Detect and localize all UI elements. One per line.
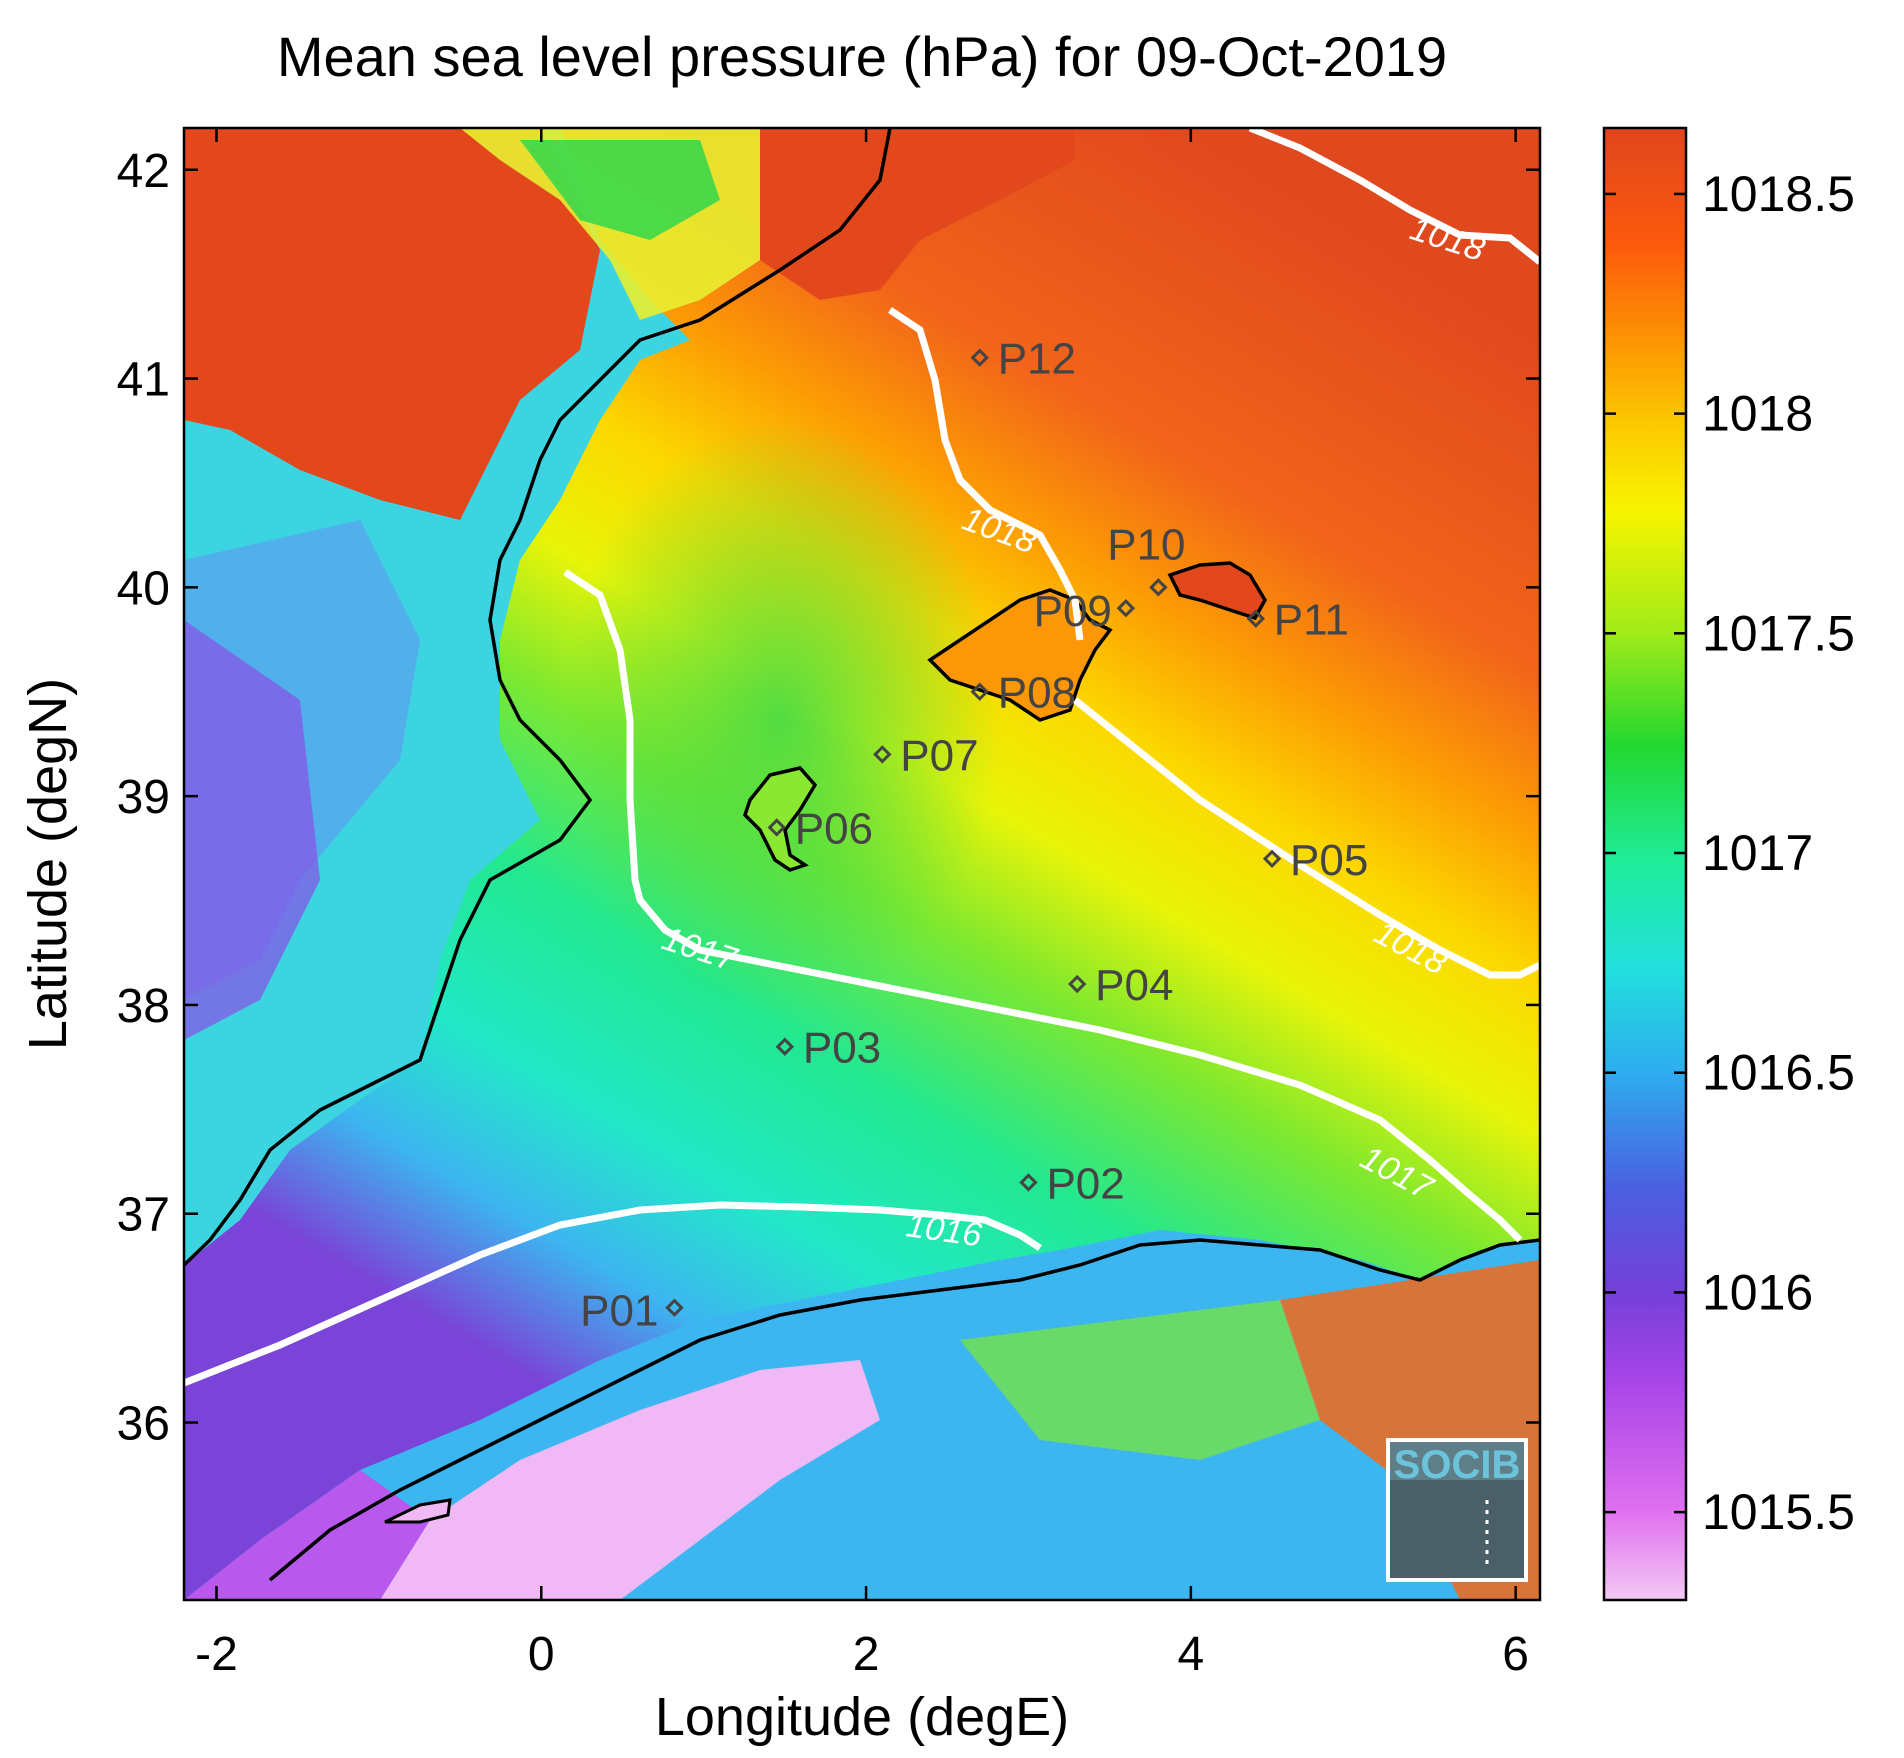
menorca-island [1167, 561, 1268, 621]
station-marker-p04 [1067, 974, 1087, 994]
contour-1018-east [1072, 697, 1540, 979]
y-tick-label: 39 [117, 771, 170, 824]
y-tick-label: 42 [117, 145, 170, 198]
france-land [760, 128, 1075, 300]
iberia-land-north [184, 128, 600, 520]
x-tick-label: 4 [1177, 1628, 1204, 1681]
x-axis-ticks: -2 0 2 4 6 [195, 128, 1529, 1681]
station-markers: P01 P02 P03 P04 P05 P06 P07 P08 P09 P10 P11 P12 [580, 335, 1368, 1336]
y-tick-label: 40 [117, 562, 170, 615]
station-label-p05: P05 [1290, 836, 1368, 885]
station-marker-p09 [1116, 599, 1136, 618]
y-tick-label: 36 [117, 1398, 170, 1451]
y-tick-label: 37 [117, 1189, 170, 1242]
x-tick-label: -2 [195, 1628, 238, 1681]
station-marker-p06 [767, 818, 786, 837]
iberia-coastline [184, 128, 892, 1267]
y-tick-label: 38 [117, 980, 170, 1033]
station-marker-p07 [873, 745, 892, 764]
x-tick-label: 6 [1502, 1628, 1529, 1681]
station-marker-p10 [1149, 578, 1168, 597]
colorbar-tick-label: 1018 [1702, 386, 1813, 442]
colorbar-tick-label: 1018.5 [1702, 166, 1855, 222]
north-africa-central [960, 1300, 1320, 1460]
station-marker-p05 [1262, 849, 1282, 868]
iberia-land-southwest [184, 620, 320, 1040]
green-pressure-band [560, 420, 1000, 1020]
y-axis-label: Latitude (degN) [18, 678, 78, 1050]
y-tick-label: 41 [117, 354, 170, 407]
y-axis-ticks: 36 37 38 39 40 41 42 [117, 145, 1540, 1451]
station-label-p06: P06 [795, 804, 873, 853]
station-label-p02: P02 [1046, 1159, 1124, 1208]
station-label-p12: P12 [998, 335, 1076, 384]
colorbar-gradient [1602, 126, 1688, 1602]
station-marker-p11 [1246, 609, 1266, 628]
station-marker-p08 [970, 682, 989, 701]
colorbar: 1015.5 1016 1016.5 1017 1017.5 1018 1018.5 [1602, 126, 1855, 1602]
alboran-island [384, 1498, 452, 1524]
socib-logo: SOCIB [1386, 1438, 1528, 1582]
station-label-p04: P04 [1095, 961, 1173, 1010]
colorbar-tick-label: 1015.5 [1702, 1484, 1855, 1540]
colorbar-tick-label: 1016.5 [1702, 1045, 1855, 1101]
contour-1017 [563, 569, 1523, 1243]
colorbar-ticks: 1015.5 1016 1016.5 1017 1017.5 1018 1018.5 [1604, 166, 1855, 1540]
africa-coastline [268, 1238, 1540, 1582]
pyrenees-green [520, 140, 720, 240]
north-africa-west [184, 1470, 430, 1600]
station-label-p07: P07 [900, 731, 978, 780]
colorbar-tick-label: 1016 [1702, 1264, 1813, 1320]
x-tick-label: 2 [853, 1628, 880, 1681]
north-africa-highlands [380, 1360, 880, 1600]
contour-1018-north [888, 307, 1084, 641]
colorbar-tick-label: 1017 [1702, 825, 1813, 881]
colorbar-tick-label: 1017.5 [1702, 605, 1855, 661]
station-label-p08: P08 [998, 669, 1076, 718]
map-plot-area: 1016 1017 1017 1018 1018 1018 P01P02P03P… [184, 128, 1540, 1600]
plot-border [182, 126, 1542, 1602]
station-marker-p01 [665, 1298, 684, 1317]
station-label-p11: P11 [1274, 596, 1349, 645]
station-marker-p02 [1019, 1173, 1038, 1192]
station-marker-p12 [970, 348, 989, 367]
station-label-p03: P03 [803, 1024, 881, 1073]
x-axis-label: Longitude (degE) [655, 1687, 1069, 1747]
figure-title: Mean sea level pressure (hPa) for 09-Oct… [277, 25, 1447, 88]
station-label-p09: P09 [1034, 587, 1112, 636]
station-label-p10: P10 [1107, 520, 1185, 569]
station-label-p01: P01 [580, 1287, 658, 1336]
contour-1018-northeast [1248, 128, 1540, 265]
ibiza-island [742, 766, 818, 872]
contour-1016 [184, 1201, 1042, 1387]
socib-logo-text: SOCIB [1394, 1443, 1521, 1487]
x-tick-label: 0 [528, 1628, 555, 1681]
station-marker-p03 [775, 1037, 795, 1056]
